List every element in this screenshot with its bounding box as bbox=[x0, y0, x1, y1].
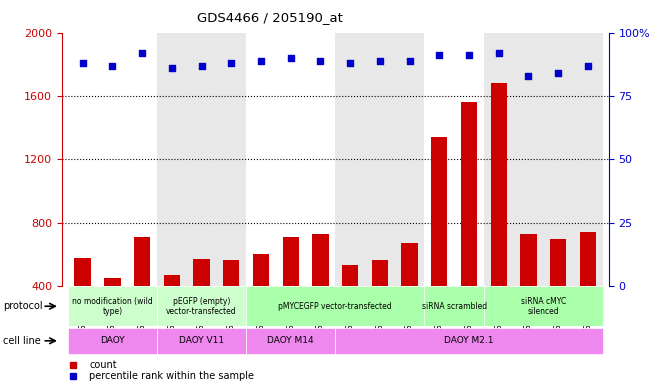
Bar bbox=[312, 234, 329, 349]
Bar bbox=[253, 255, 269, 349]
Bar bbox=[68, 286, 157, 326]
Point bbox=[286, 55, 296, 61]
Bar bbox=[223, 260, 240, 349]
Point bbox=[197, 63, 207, 69]
Text: no modification (wild
type): no modification (wild type) bbox=[72, 296, 153, 316]
Bar bbox=[484, 286, 603, 326]
Text: DAOY V11: DAOY V11 bbox=[179, 336, 224, 345]
Bar bbox=[134, 237, 150, 349]
Bar bbox=[372, 260, 388, 349]
Point bbox=[315, 58, 326, 64]
Bar bbox=[163, 275, 180, 349]
Text: GDS4466 / 205190_at: GDS4466 / 205190_at bbox=[197, 12, 342, 25]
Text: cell line: cell line bbox=[3, 336, 41, 346]
Text: pMYCEGFP vector-transfected: pMYCEGFP vector-transfected bbox=[279, 302, 392, 311]
Bar bbox=[579, 232, 596, 349]
Bar bbox=[335, 33, 424, 286]
Point bbox=[226, 60, 236, 66]
Bar bbox=[157, 328, 246, 354]
Bar bbox=[424, 286, 484, 326]
Text: DAOY: DAOY bbox=[100, 336, 125, 345]
Bar bbox=[68, 328, 157, 354]
Point bbox=[434, 52, 445, 58]
Bar bbox=[246, 33, 335, 286]
Point bbox=[137, 50, 147, 56]
Point bbox=[493, 50, 504, 56]
Bar bbox=[342, 265, 358, 349]
Bar bbox=[74, 258, 91, 349]
Point bbox=[107, 63, 118, 69]
Bar bbox=[246, 328, 335, 354]
Bar bbox=[193, 259, 210, 349]
Point bbox=[583, 63, 593, 69]
Text: DAOY M14: DAOY M14 bbox=[268, 336, 314, 345]
Bar bbox=[104, 278, 120, 349]
Bar bbox=[157, 286, 246, 326]
Bar bbox=[484, 33, 603, 286]
Text: siRNA cMYC
silenced: siRNA cMYC silenced bbox=[521, 296, 566, 316]
Bar bbox=[68, 33, 157, 286]
Text: protocol: protocol bbox=[3, 301, 43, 311]
Point bbox=[404, 58, 415, 64]
Bar bbox=[461, 103, 477, 349]
Bar bbox=[520, 234, 536, 349]
Bar bbox=[491, 83, 507, 349]
Text: DAOY M2.1: DAOY M2.1 bbox=[444, 336, 493, 345]
Bar bbox=[431, 137, 447, 349]
Text: percentile rank within the sample: percentile rank within the sample bbox=[89, 371, 254, 381]
Point bbox=[167, 65, 177, 71]
Text: count: count bbox=[89, 360, 117, 370]
Point bbox=[464, 52, 474, 58]
Bar bbox=[402, 243, 418, 349]
Point bbox=[345, 60, 355, 66]
Point bbox=[256, 58, 266, 64]
Bar bbox=[550, 238, 566, 349]
Text: pEGFP (empty)
vector-transfected: pEGFP (empty) vector-transfected bbox=[166, 296, 237, 316]
Bar bbox=[246, 286, 424, 326]
Point bbox=[553, 70, 563, 76]
Text: siRNA scrambled: siRNA scrambled bbox=[422, 302, 487, 311]
Bar bbox=[283, 237, 299, 349]
Point bbox=[77, 60, 88, 66]
Point bbox=[523, 73, 534, 79]
Bar bbox=[157, 33, 246, 286]
Bar bbox=[335, 328, 603, 354]
Bar bbox=[424, 33, 484, 286]
Point bbox=[374, 58, 385, 64]
